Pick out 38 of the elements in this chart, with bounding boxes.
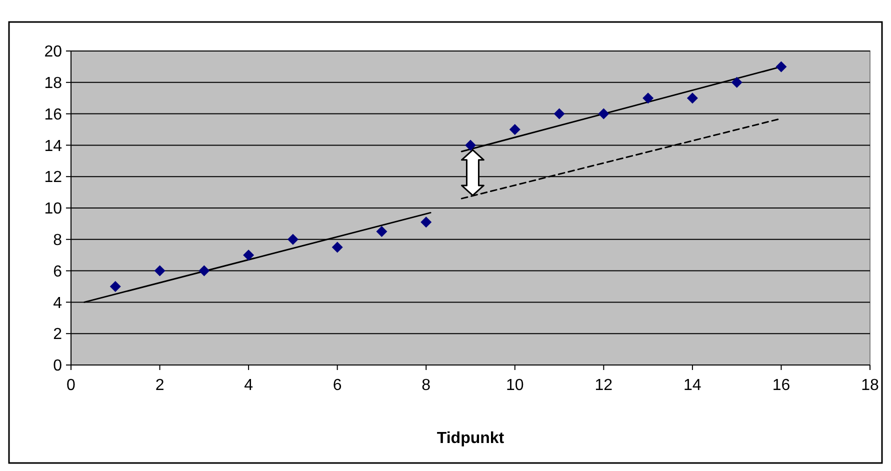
x-tick-label: 14 <box>684 377 702 394</box>
y-tick-label: 12 <box>44 169 62 186</box>
y-tick-label: 2 <box>53 326 62 344</box>
y-tick-label: 10 <box>44 200 62 218</box>
y-tick-label: 4 <box>53 294 62 312</box>
point <box>376 226 388 238</box>
x-tick-label: 2 <box>155 377 164 394</box>
y-tick-label: 20 <box>44 44 62 61</box>
point <box>420 216 432 228</box>
y-tick-label: 14 <box>44 138 62 155</box>
x-tick-label: 12 <box>594 377 613 394</box>
y-tick-label: 8 <box>53 232 62 249</box>
x-tick-label: 4 <box>244 377 254 394</box>
y-tick-label: 16 <box>44 106 62 124</box>
x-tick-label: 18 <box>861 377 879 394</box>
point <box>154 265 166 276</box>
point <box>287 234 298 245</box>
point <box>686 92 698 104</box>
y-tick-label: 18 <box>44 75 62 92</box>
point <box>776 61 787 72</box>
x-tick-label: 16 <box>772 377 790 394</box>
x-tick-label: 0 <box>66 377 76 394</box>
point <box>198 265 210 276</box>
y-tick-label: 0 <box>53 358 62 375</box>
x-tick-label: 8 <box>422 377 431 394</box>
x-axis-title: Tidpunkt <box>436 430 505 447</box>
point <box>598 108 610 120</box>
point <box>642 92 654 104</box>
point <box>731 76 742 88</box>
x-tick-label: 10 <box>506 377 524 394</box>
y-tick-label: 6 <box>53 263 62 280</box>
point <box>554 108 565 120</box>
point <box>332 242 343 253</box>
x-tick-label: 6 <box>332 377 342 394</box>
point <box>243 250 254 261</box>
point <box>110 281 121 292</box>
point <box>509 124 520 135</box>
point <box>465 140 476 151</box>
